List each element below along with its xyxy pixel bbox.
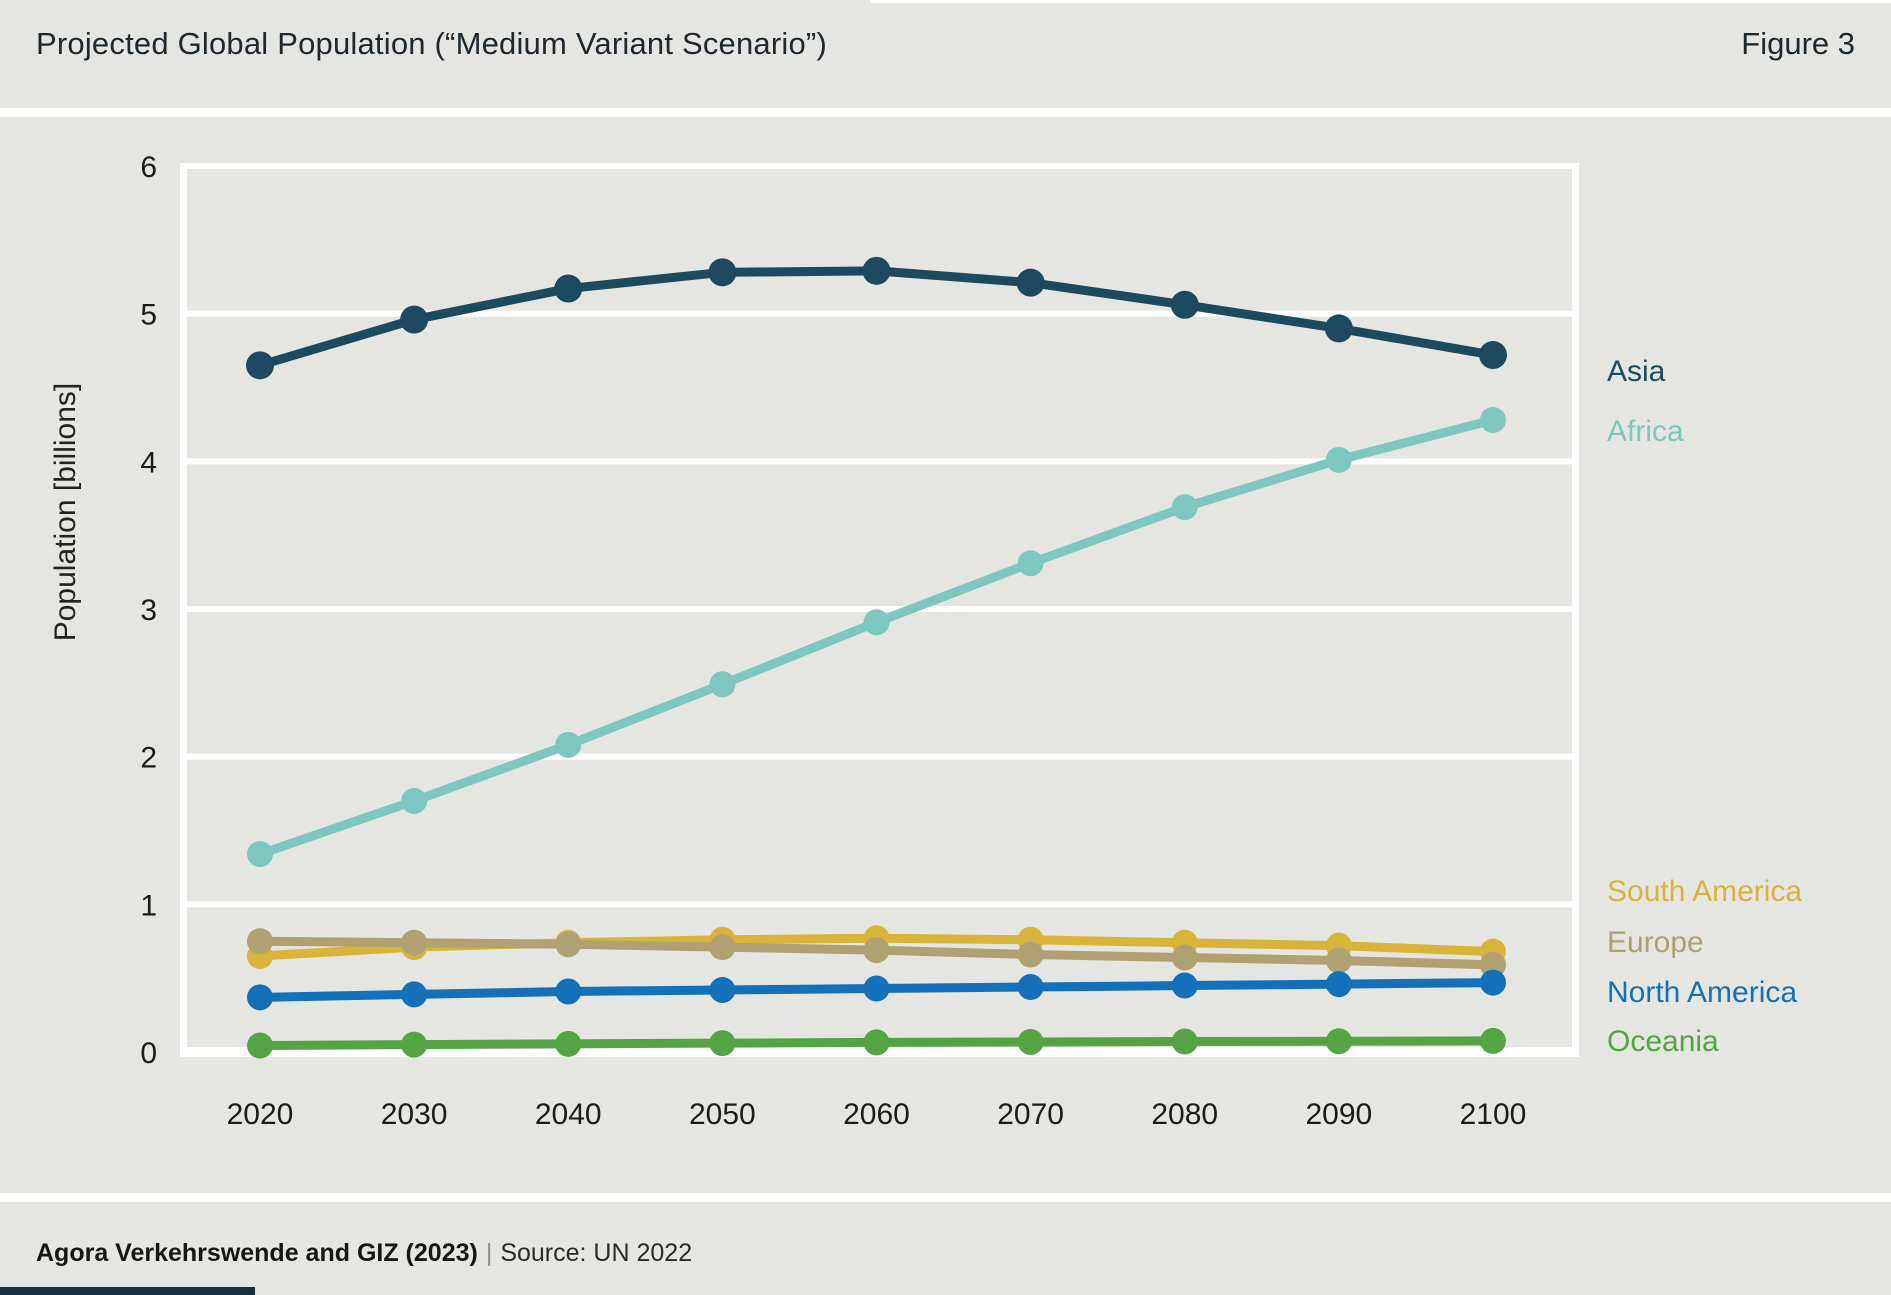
data-point-oceania-2100: [1480, 1027, 1506, 1054]
data-point-north-america-2020: [247, 984, 273, 1011]
data-point-oceania-2080: [1171, 1028, 1198, 1055]
data-point-europe-2030: [401, 929, 428, 956]
footer-separator: |: [485, 1239, 493, 1267]
data-point-oceania-2090: [1325, 1028, 1352, 1055]
y-tick-label: 4: [140, 446, 157, 479]
page-title: Projected Global Population (“Medium Var…: [36, 26, 827, 61]
legend-label-africa: Africa: [1607, 415, 1684, 448]
series-line-africa: [255, 415, 1498, 859]
data-point-oceania-2020: [247, 1032, 273, 1059]
gridline: [180, 753, 1579, 760]
footer: Agora Verkehrswende and GIZ (2023) | Sourc…: [36, 1239, 692, 1268]
legend-label-oceania: Oceania: [1607, 1025, 1719, 1058]
legend-label-asia: Asia: [1607, 355, 1666, 388]
x-tick-labels: 2020 2030 2040 2050 2060 2070 2080 2090 2100: [227, 1098, 1527, 1131]
data-point-asia-2090: [1324, 314, 1353, 343]
data-point-africa-2060: [863, 609, 890, 636]
screen-edge-artifact: [870, 0, 1891, 3]
data-point-africa-2070: [1017, 550, 1044, 577]
series-asia: [246, 256, 1507, 380]
data-point-europe-2060: [863, 937, 890, 964]
plot-right-border: [1572, 162, 1579, 1058]
y-tick-label: 0: [140, 1037, 157, 1070]
y-tick-label: 2: [140, 742, 157, 775]
x-tick-label: 2070: [997, 1098, 1064, 1131]
footer-source: Source: UN 2022: [500, 1239, 693, 1267]
y-axis-line: [180, 162, 187, 1058]
y-tick-label: 1: [140, 889, 157, 922]
data-point-north-america-2040: [555, 978, 582, 1005]
gridline: [180, 605, 1579, 612]
data-point-asia-2080: [1170, 290, 1199, 319]
data-point-north-america-2080: [1171, 972, 1198, 999]
x-tick-label: 2040: [535, 1098, 602, 1131]
data-point-africa-2020: [247, 841, 273, 868]
gridline: [180, 901, 1579, 908]
footer-accent-bar: [0, 1287, 255, 1295]
data-point-africa-2030: [401, 787, 428, 814]
figure-label: Figure 3: [1741, 26, 1855, 61]
y-tick-labels: 0 1 2 3 4 5 6: [140, 151, 157, 1070]
gridline: [180, 458, 1579, 465]
data-point-africa-2080: [1171, 494, 1198, 521]
legend-label-europe: Europe: [1607, 926, 1704, 959]
data-point-asia-2040: [554, 274, 583, 303]
data-point-north-america-2060: [863, 975, 890, 1002]
data-point-europe-2070: [1017, 941, 1044, 968]
data-point-africa-2040: [555, 731, 582, 758]
separator-bottom: [0, 1193, 1891, 1202]
data-point-europe-2020: [247, 928, 273, 955]
gridline: [180, 310, 1579, 317]
data-point-asia-2020: [246, 351, 274, 380]
x-tick-label: 2090: [1306, 1098, 1373, 1131]
gridline: [180, 162, 1579, 169]
data-point-oceania-2040: [555, 1030, 582, 1057]
x-tick-label: 2030: [381, 1098, 448, 1131]
data-point-asia-2100: [1479, 341, 1507, 370]
data-point-asia-2030: [400, 305, 429, 334]
data-point-africa-2050: [709, 671, 736, 698]
legend-label-north-america: North America: [1607, 976, 1798, 1009]
x-tick-label: 2020: [227, 1098, 294, 1131]
x-tick-label: 2100: [1460, 1098, 1527, 1131]
data-point-asia-2070: [1016, 268, 1045, 297]
data-point-africa-2100: [1480, 406, 1506, 433]
data-point-oceania-2050: [709, 1030, 736, 1057]
data-point-europe-2040: [555, 931, 582, 958]
y-tick-label: 6: [140, 151, 157, 184]
y-tick-label: 5: [140, 299, 157, 332]
x-tick-label: 2060: [843, 1098, 910, 1131]
series-oceania: [247, 1027, 1506, 1059]
separator-top: [0, 108, 1891, 117]
data-point-europe-2080: [1171, 944, 1198, 971]
series-line-asia: [255, 266, 1498, 370]
y-tick-label: 3: [140, 594, 157, 627]
data-point-oceania-2060: [863, 1029, 890, 1056]
series-europe: [247, 928, 1506, 978]
footer-attribution: Agora Verkehrswende and GIZ (2023): [36, 1239, 478, 1267]
y-axis-title: Population [billions]: [49, 382, 82, 642]
data-point-north-america-2050: [709, 976, 736, 1003]
data-point-north-america-2090: [1325, 971, 1352, 998]
legend-label-south-america: South America: [1607, 875, 1803, 908]
x-tick-label: 2080: [1151, 1098, 1218, 1131]
series-north-america: [247, 969, 1506, 1011]
data-point-asia-2060: [862, 256, 891, 285]
data-point-north-america-2030: [401, 981, 428, 1008]
data-point-africa-2090: [1325, 446, 1352, 473]
data-point-europe-2050: [709, 934, 736, 961]
data-point-oceania-2070: [1017, 1028, 1044, 1055]
data-point-oceania-2030: [401, 1031, 428, 1058]
data-point-north-america-2100: [1480, 969, 1506, 996]
data-point-europe-2090: [1325, 947, 1352, 974]
data-point-asia-2050: [708, 258, 737, 287]
data-point-north-america-2070: [1017, 974, 1044, 1001]
series-africa: [247, 406, 1506, 868]
x-tick-label: 2050: [689, 1098, 756, 1131]
